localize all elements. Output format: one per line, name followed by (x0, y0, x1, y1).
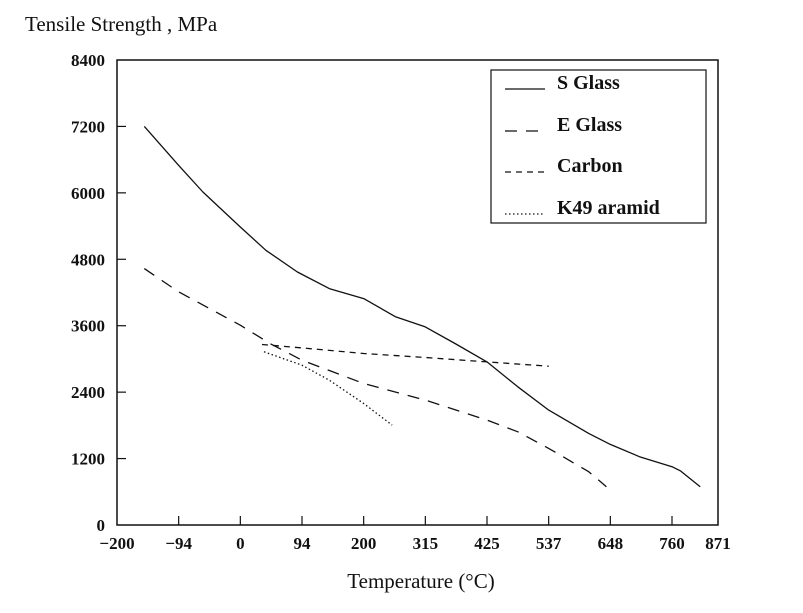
chart-title: Tensile Strength , MPa (25, 12, 218, 36)
y-tick-label: 6000 (71, 184, 105, 203)
y-tick-label: 3600 (71, 317, 105, 336)
x-tick-label: 0 (236, 534, 245, 553)
x-tick-label: 94 (294, 534, 312, 553)
legend-box (490, 69, 707, 224)
x-axis-label: Temperature (°C) (347, 569, 494, 593)
y-tick-label: 8400 (71, 51, 105, 70)
legend-label-e-glass: E Glass (557, 114, 622, 136)
series-lines (143, 125, 701, 488)
x-tick-label: 537 (536, 534, 562, 553)
legend-label-k49-aramid: K49 aramid (557, 197, 660, 219)
series-line-s-glass (143, 125, 701, 488)
series-line-e-glass (143, 268, 607, 488)
x-tick-label: −94 (165, 534, 192, 553)
legend: S Glass E Glass Carbon K49 aramid (490, 69, 707, 224)
plot-frame (116, 59, 719, 526)
x-tick-label: 200 (351, 534, 377, 553)
x-tick-label: 648 (598, 534, 624, 553)
legend-label-s-glass: S Glass (557, 72, 620, 94)
x-tick-label: −200 (99, 534, 134, 553)
y-tick-label: 1200 (71, 450, 105, 469)
y-axis: 0 1200 2400 3600 4800 6000 7200 8400 (71, 51, 126, 535)
x-tick-label: 315 (413, 534, 439, 553)
x-tick-label: 760 (659, 534, 685, 553)
y-tick-label: 2400 (71, 383, 105, 402)
x-tick-label: 425 (474, 534, 500, 553)
series-line-carbon (261, 343, 549, 367)
y-tick-label: 7200 (71, 117, 105, 136)
y-tick-label: 0 (97, 516, 106, 535)
y-tick-label: 4800 (71, 250, 105, 269)
legend-label-carbon: Carbon (557, 155, 623, 177)
x-tick-label: 871 (705, 534, 731, 553)
series-line-k49-aramid (263, 351, 393, 426)
x-axis: −200 −94 0 94 200 315 425 537 648 760 871 (99, 516, 731, 553)
